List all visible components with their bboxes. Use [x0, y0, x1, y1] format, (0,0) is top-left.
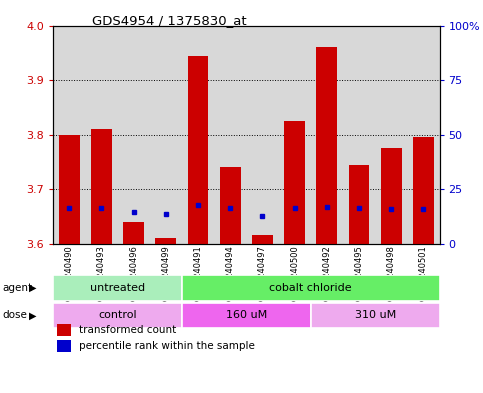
Bar [150, 26, 182, 244]
Bar [117, 26, 150, 244]
Bar [381, 148, 402, 244]
Text: 310 uM: 310 uM [355, 310, 396, 320]
Bar [316, 48, 337, 244]
Bar [252, 235, 273, 244]
Bar [349, 165, 369, 244]
Bar [57, 324, 71, 336]
Text: GDS4954 / 1375830_at: GDS4954 / 1375830_at [92, 14, 246, 27]
Bar [187, 55, 209, 244]
Bar [279, 26, 311, 244]
Text: untreated: untreated [90, 283, 145, 293]
Text: control: control [98, 310, 137, 320]
Bar [91, 129, 112, 244]
Bar [246, 26, 279, 244]
Bar [123, 222, 144, 244]
Bar [53, 26, 85, 244]
Bar [413, 137, 434, 244]
Text: ▶: ▶ [29, 310, 37, 320]
Bar [375, 26, 407, 244]
Bar [156, 238, 176, 244]
Bar [182, 26, 214, 244]
Text: cobalt chloride: cobalt chloride [270, 283, 352, 293]
Text: 160 uM: 160 uM [226, 310, 267, 320]
Bar [284, 121, 305, 244]
Text: agent: agent [2, 283, 32, 293]
Bar [407, 26, 440, 244]
Bar [343, 26, 375, 244]
Bar [85, 26, 117, 244]
Bar [311, 303, 440, 328]
Bar [220, 167, 241, 244]
Bar [53, 303, 182, 328]
Bar [59, 135, 80, 244]
Text: ▶: ▶ [29, 283, 37, 293]
Bar [214, 26, 246, 244]
Bar [311, 26, 343, 244]
Bar [182, 303, 311, 328]
Text: dose: dose [2, 310, 28, 320]
Bar [182, 275, 440, 301]
Text: percentile rank within the sample: percentile rank within the sample [79, 341, 255, 351]
Text: transformed count: transformed count [79, 325, 176, 335]
Bar [53, 275, 182, 301]
Bar [57, 340, 71, 352]
